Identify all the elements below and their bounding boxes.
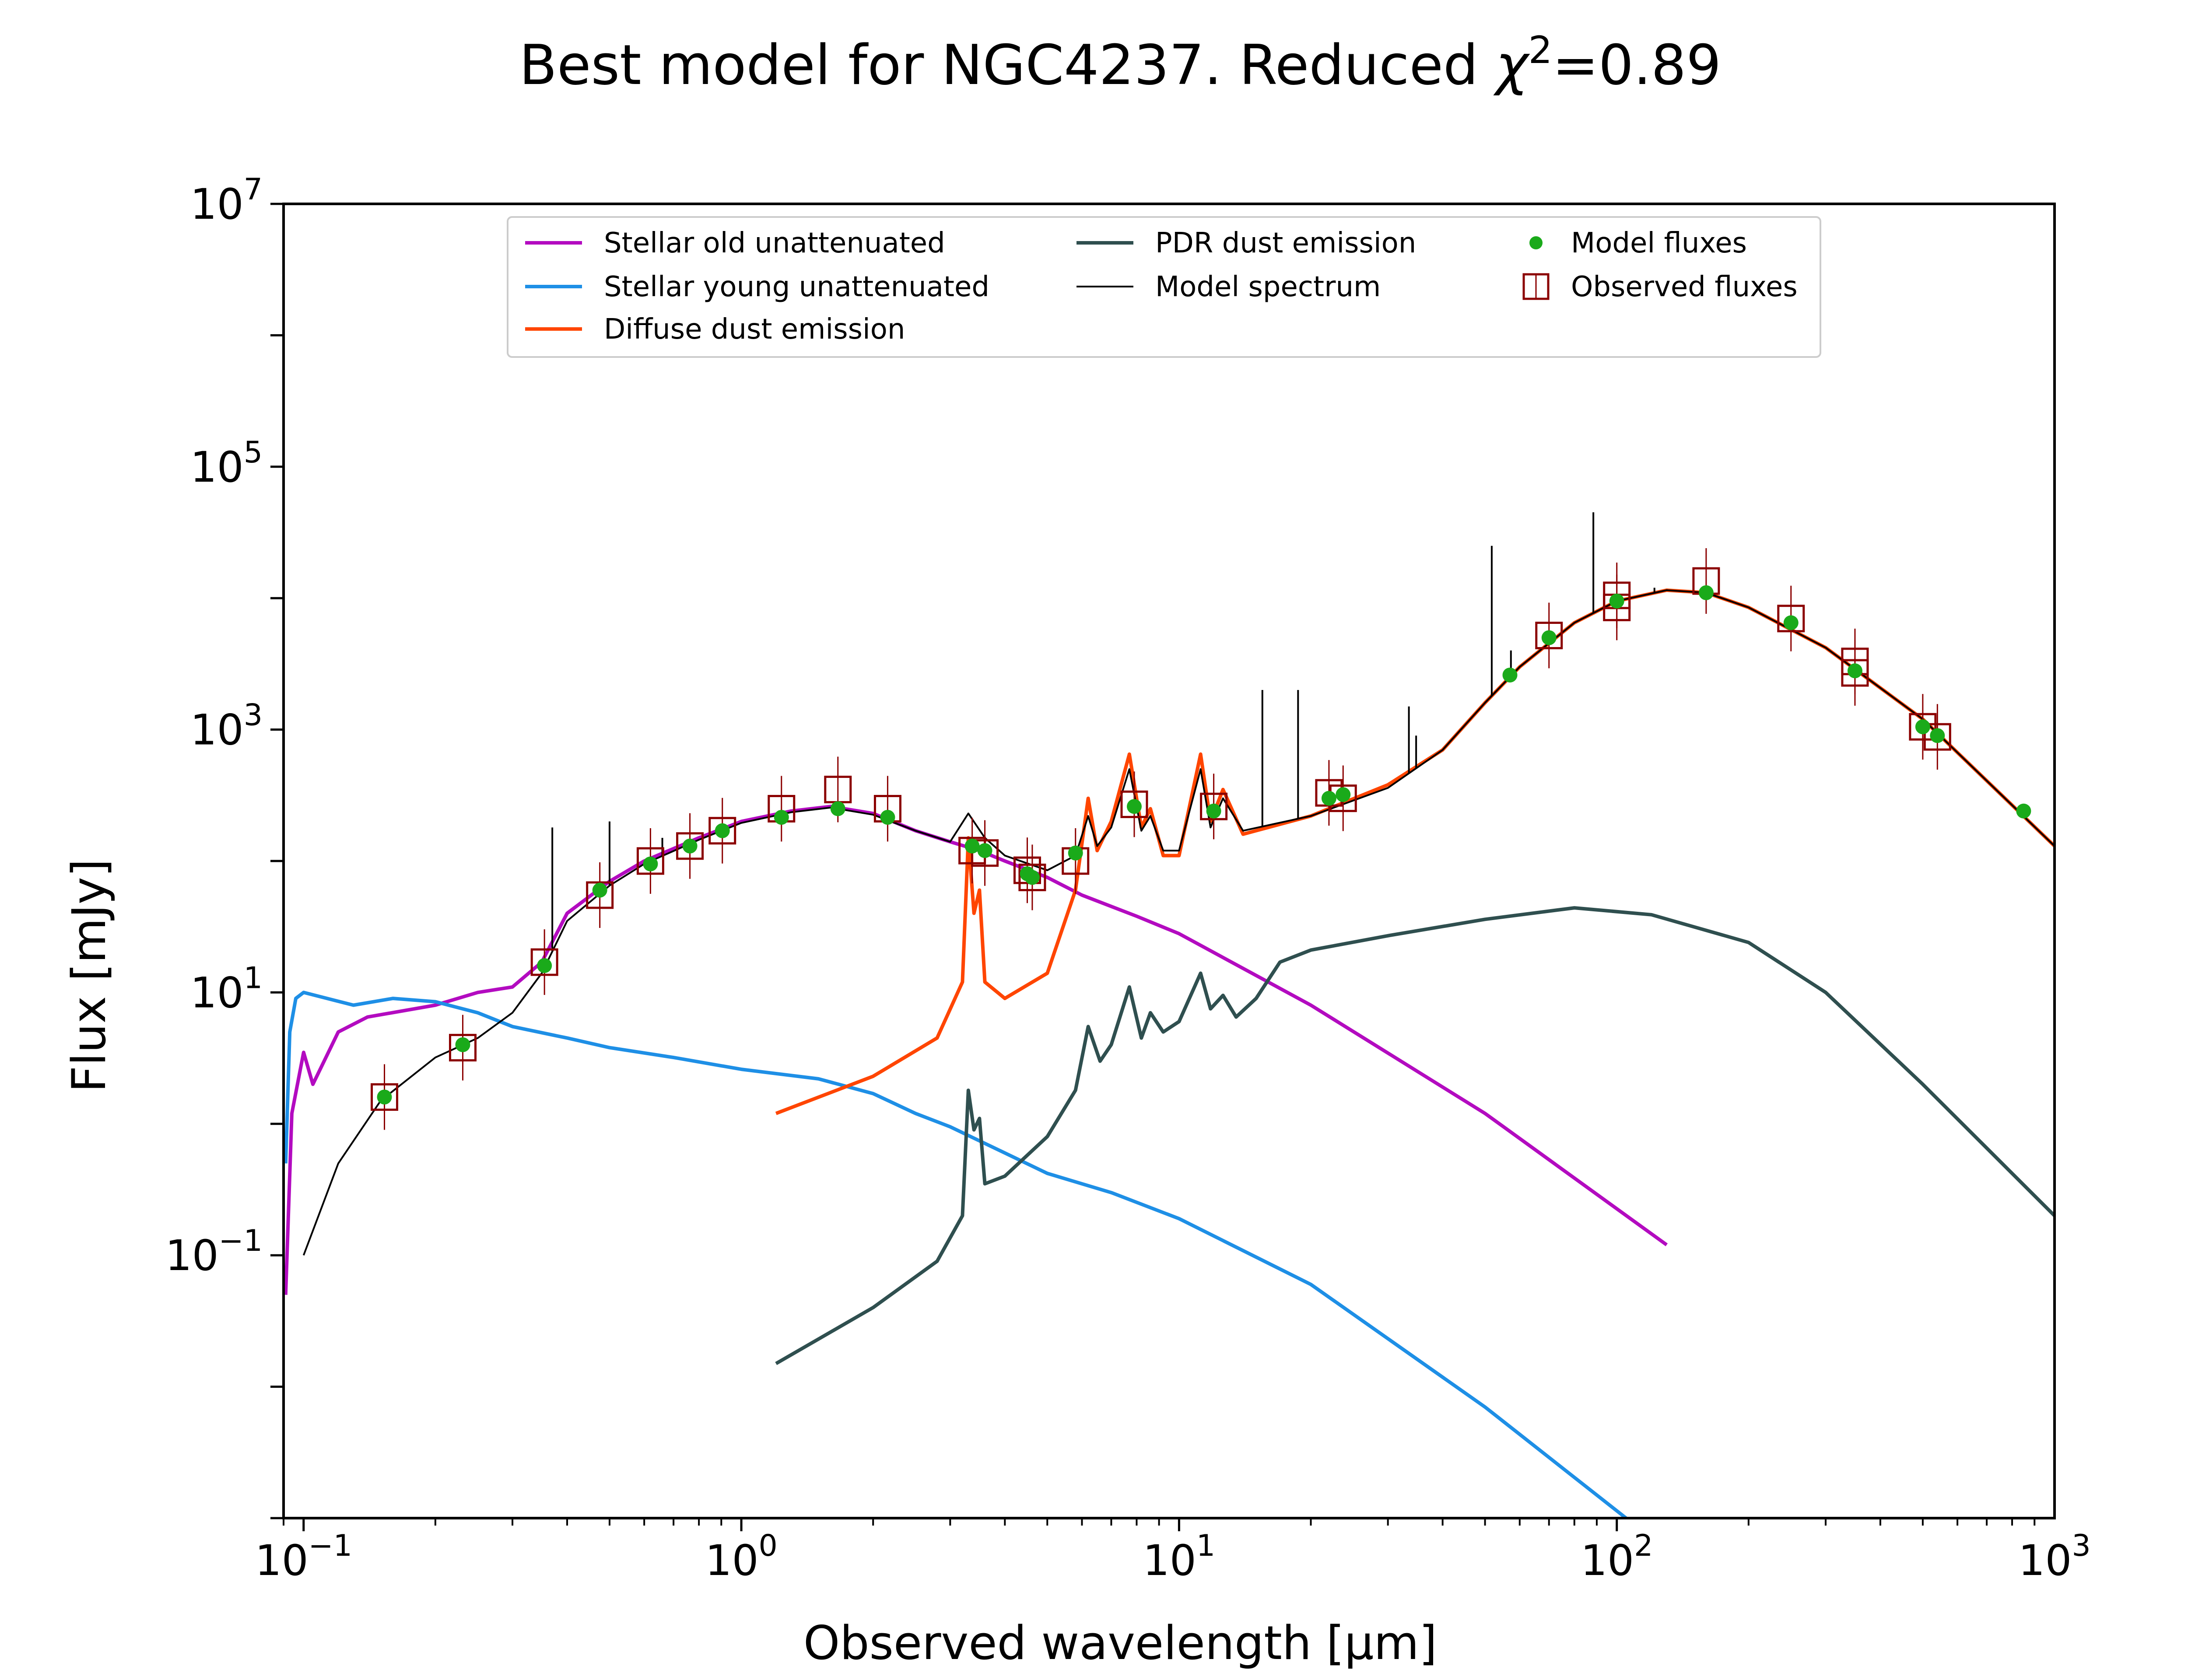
observed-flux-point: [1923, 723, 1951, 751]
model-flux-point: [643, 856, 658, 872]
series-line-model-spectrum: [302, 589, 2055, 1256]
model-flux-point: [2016, 803, 2031, 819]
model-flux-point: [455, 1037, 470, 1052]
observed-flux-point: [449, 1034, 477, 1062]
observed-flux-point: [636, 847, 664, 875]
observed-flux-point: [586, 881, 614, 909]
observed-flux-point: [1777, 605, 1805, 633]
legend-box: [507, 216, 1821, 358]
y-tick-label: 107: [190, 172, 263, 229]
y-axis-label: Flux [mJy]: [62, 859, 116, 1092]
observed-flux-point: [1018, 864, 1046, 892]
legend-label-observed-fluxes: Observed fluxes: [1571, 271, 1798, 303]
x-tick-label: 102: [1581, 1529, 1653, 1585]
observed-flux-point: [1841, 659, 1869, 687]
model-flux-point: [1541, 630, 1557, 645]
legend-label-model-fluxes: Model fluxes: [1571, 227, 1747, 259]
series-line-stellar-young-unattenuated: [284, 990, 1627, 1518]
series-group: [284, 512, 2055, 1518]
legend-label-stellar-old-unattenuated: Stellar old unattenuated: [604, 227, 945, 259]
axes-frame: [282, 203, 2056, 1519]
y-tick-label: 103: [190, 698, 263, 755]
legend: Stellar old unattenuated Stellar young un…: [507, 216, 1821, 358]
x-tick-label: 10−1: [255, 1529, 352, 1585]
observed-flux-point: [1120, 790, 1148, 818]
y-tick-label: 10−1: [165, 1224, 263, 1280]
model-flux-point: [1847, 663, 1862, 679]
plot-area: 10−1 100 101 102 103 10−1 101 103 105 107: [165, 172, 2091, 1585]
observed-flux-point: [371, 1083, 399, 1111]
observed-flux-point: [708, 817, 736, 845]
legend-label-pdr-dust-emission: PDR dust emission: [1155, 227, 1416, 259]
series-line-stellar-old-unattenuated: [284, 805, 1668, 1295]
model-flux-point: [1024, 870, 1040, 885]
model-flux-point: [774, 810, 789, 825]
model-flux-point: [715, 823, 730, 838]
model-flux-point: [1126, 799, 1142, 814]
observed-flux-point: [1535, 622, 1563, 650]
observed-flux-point: [530, 948, 558, 976]
model-flux-point: [1206, 803, 1221, 819]
series-line-pdr-dust-emission: [775, 906, 2055, 1365]
x-axis-label: Observed wavelength [μm]: [803, 1616, 1437, 1670]
legend-label-diffuse-dust-emission: Diffuse dust emission: [604, 313, 905, 346]
observed-flux-point: [676, 832, 704, 860]
model-flux-point: [830, 801, 845, 816]
model-flux-point: [1783, 615, 1799, 630]
x-tick-label: 101: [1143, 1529, 1215, 1585]
legend-label-model-spectrum: Model spectrum: [1155, 271, 1381, 303]
y-tick-label: 101: [190, 961, 263, 1017]
model-flux-point: [1930, 728, 1945, 743]
x-tick-label: 100: [705, 1529, 777, 1585]
model-flux-point: [1609, 593, 1624, 609]
model-flux-point: [537, 958, 552, 973]
model-flux-point: [1321, 791, 1336, 806]
model-flux-point: [1915, 719, 1930, 735]
model-flux-point: [682, 838, 698, 854]
x-tick-label: 103: [2018, 1529, 2090, 1585]
observed-flux-point: [1200, 792, 1228, 820]
observed-flux-point: [1909, 713, 1937, 741]
observed-flux-point: [1013, 856, 1041, 884]
model-flux-point: [964, 838, 980, 854]
model-flux-point: [880, 810, 895, 825]
model-flux-point: [1068, 845, 1083, 861]
y-tick-label: 105: [190, 435, 263, 492]
model-flux-point: [1336, 787, 1351, 802]
model-flux-point: [977, 843, 992, 858]
chart-title: Best model for NGC4237. Reduced χ2=0.89: [519, 28, 1722, 97]
model-flux-point: [1502, 667, 1518, 682]
legend-label-stellar-young-unattenuated: Stellar young unattenuated: [604, 271, 989, 303]
model-flux-point: [377, 1089, 392, 1105]
legend-swatch-model-fluxes: [1529, 236, 1543, 249]
model-flux-point: [592, 882, 607, 898]
model-flux-point: [1698, 585, 1714, 600]
